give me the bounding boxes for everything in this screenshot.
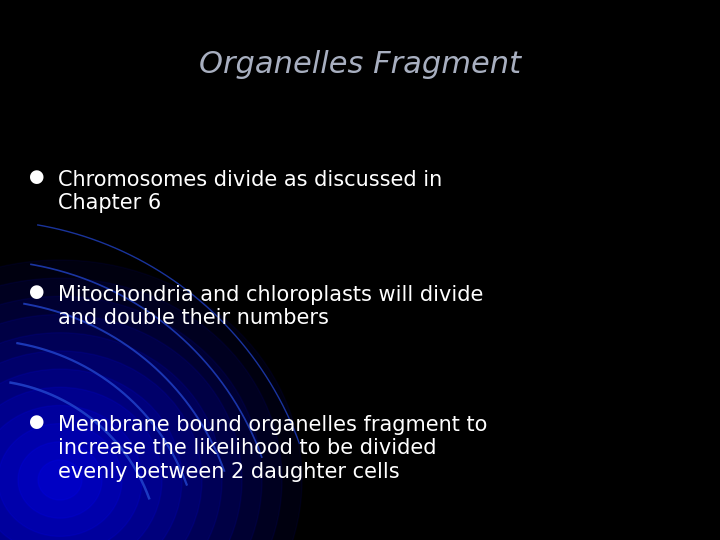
Text: Chromosomes divide as discussed in: Chromosomes divide as discussed in bbox=[58, 170, 442, 190]
Text: Mitochondria and chloroplasts will divide: Mitochondria and chloroplasts will divid… bbox=[58, 285, 483, 305]
Text: evenly between 2 daughter cells: evenly between 2 daughter cells bbox=[58, 462, 400, 482]
Ellipse shape bbox=[38, 460, 82, 500]
Ellipse shape bbox=[0, 406, 142, 540]
Ellipse shape bbox=[0, 369, 182, 540]
Ellipse shape bbox=[0, 278, 282, 540]
Ellipse shape bbox=[0, 387, 162, 540]
Ellipse shape bbox=[0, 314, 242, 540]
Ellipse shape bbox=[0, 351, 202, 540]
Text: ●: ● bbox=[28, 283, 43, 301]
Ellipse shape bbox=[0, 260, 302, 540]
Text: increase the likelihood to be divided: increase the likelihood to be divided bbox=[58, 438, 436, 458]
Text: and double their numbers: and double their numbers bbox=[58, 308, 329, 328]
Text: ●: ● bbox=[28, 413, 43, 431]
Ellipse shape bbox=[0, 424, 122, 536]
Text: ●: ● bbox=[28, 168, 43, 186]
Text: Chapter 6: Chapter 6 bbox=[58, 193, 161, 213]
Text: Organelles Fragment: Organelles Fragment bbox=[199, 50, 521, 79]
Ellipse shape bbox=[0, 333, 222, 540]
Ellipse shape bbox=[0, 296, 262, 540]
Ellipse shape bbox=[18, 442, 102, 518]
Text: Membrane bound organelles fragment to: Membrane bound organelles fragment to bbox=[58, 415, 487, 435]
